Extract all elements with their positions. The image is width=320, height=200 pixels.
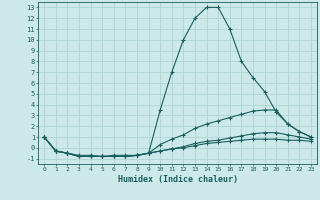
X-axis label: Humidex (Indice chaleur): Humidex (Indice chaleur) bbox=[118, 175, 238, 184]
